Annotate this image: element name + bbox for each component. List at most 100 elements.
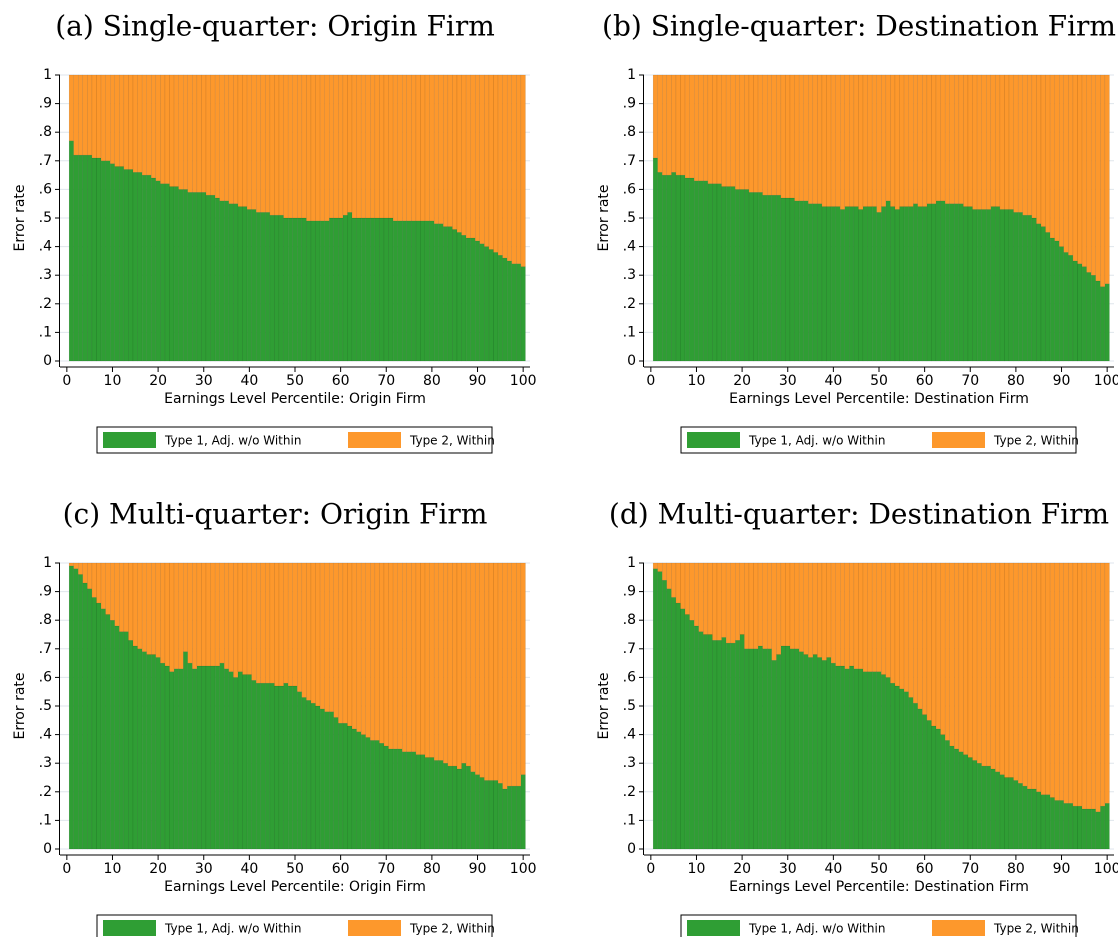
bar-segment	[351, 728, 357, 850]
bar-segment	[360, 562, 366, 735]
bar-segment	[1054, 240, 1060, 362]
legend-swatch	[348, 920, 401, 936]
bar-segment	[443, 763, 449, 850]
bar-segment	[96, 157, 102, 362]
bar-segment	[438, 74, 444, 224]
bar-segment	[91, 157, 97, 362]
bar-segment	[420, 562, 426, 755]
bar-segment	[379, 217, 385, 362]
bar-segment	[698, 180, 704, 362]
y-tick-label: .5	[623, 210, 636, 226]
bar-segment	[1004, 777, 1010, 850]
bar-segment	[91, 597, 97, 850]
bar-segment	[274, 214, 280, 362]
bar-segment	[712, 74, 718, 184]
bar-segment	[342, 722, 348, 850]
bar-segment	[164, 74, 170, 184]
bar-segment	[196, 192, 202, 362]
bar-segment	[306, 220, 312, 362]
bar-segment	[1022, 74, 1028, 216]
bar-segment	[370, 217, 376, 362]
x-tick-label: 30	[195, 861, 213, 877]
bar-segment	[835, 74, 841, 207]
y-tick-label: .5	[39, 698, 52, 714]
bar-segment	[776, 74, 782, 196]
y-tick-label: .9	[39, 584, 52, 600]
bar-segment	[899, 562, 905, 690]
bar-segment	[1095, 74, 1101, 282]
bar-segment	[684, 562, 690, 615]
x-tick-label: 60	[332, 373, 350, 389]
y-tick-label: 0	[43, 353, 52, 369]
bar-segment	[347, 212, 353, 362]
bar-segment	[119, 631, 125, 850]
x-axis-label: Earnings Level Percentile: Destination F…	[729, 391, 1029, 407]
bar-segment	[967, 757, 973, 850]
bar-segment	[333, 717, 339, 850]
y-tick-label: .8	[39, 612, 52, 628]
bar-segment	[903, 206, 909, 362]
bar-segment	[260, 74, 266, 213]
bar-segment	[443, 226, 449, 362]
y-tick-label: .3	[623, 755, 636, 771]
bar-segment	[812, 74, 818, 204]
bar-segment	[703, 562, 709, 635]
bar-segment	[940, 200, 946, 362]
x-tick-label: 50	[286, 861, 304, 877]
bar-segment	[917, 206, 923, 362]
bar-segment	[73, 562, 79, 569]
y-tick-label: .3	[39, 755, 52, 771]
bar-segment	[657, 562, 663, 572]
bar-segment	[963, 74, 969, 207]
bar-segment	[224, 200, 230, 362]
bar-segment	[315, 705, 321, 850]
bar-segment	[383, 745, 389, 850]
bar-segment	[972, 209, 978, 362]
bar-segment	[958, 74, 964, 204]
bar-segment	[931, 203, 937, 362]
bar-segment	[155, 74, 161, 182]
bar-segment	[725, 186, 731, 362]
bar-segment	[141, 174, 147, 362]
bar-segment	[96, 562, 102, 604]
bar-segment	[105, 74, 111, 162]
bar-segment	[935, 728, 941, 850]
bar-segment	[233, 562, 239, 678]
bar-segment	[671, 74, 677, 173]
bar-segment	[297, 217, 303, 362]
bar-segment	[128, 562, 134, 641]
bar-segment	[392, 562, 398, 750]
x-tick-label: 90	[469, 373, 487, 389]
legend-swatch	[103, 920, 156, 936]
bar-segment	[516, 263, 522, 362]
bar-segment	[958, 203, 964, 362]
bar-segment	[789, 562, 795, 650]
bar-segment	[1049, 562, 1055, 798]
y-tick-label: 0	[627, 841, 636, 857]
bar-segment	[433, 74, 439, 224]
x-tick-label: 50	[870, 373, 888, 389]
bar-segment	[762, 562, 768, 650]
bar-segment	[173, 74, 179, 187]
bar-segment	[849, 665, 855, 850]
legend-swatch	[103, 432, 156, 448]
bar-segment	[876, 74, 882, 213]
y-tick-label: .7	[39, 641, 52, 657]
y-tick-label: .2	[39, 784, 52, 800]
bar-segment	[447, 74, 453, 227]
bar-segment	[205, 562, 211, 667]
bar-segment	[297, 691, 303, 850]
bar-segment	[862, 74, 868, 207]
y-tick-label: .5	[623, 698, 636, 714]
bar-segment	[958, 562, 964, 752]
bar-segment	[306, 562, 312, 701]
bar-segment	[995, 74, 1001, 207]
bar-segment	[753, 192, 759, 362]
bar-segment	[830, 662, 836, 850]
bar-segment	[351, 217, 357, 362]
bar-segment	[1017, 783, 1023, 850]
bar-segment	[803, 562, 809, 655]
bar-segment	[465, 237, 471, 362]
bar-segment	[356, 731, 362, 850]
bar-segment	[274, 74, 280, 216]
